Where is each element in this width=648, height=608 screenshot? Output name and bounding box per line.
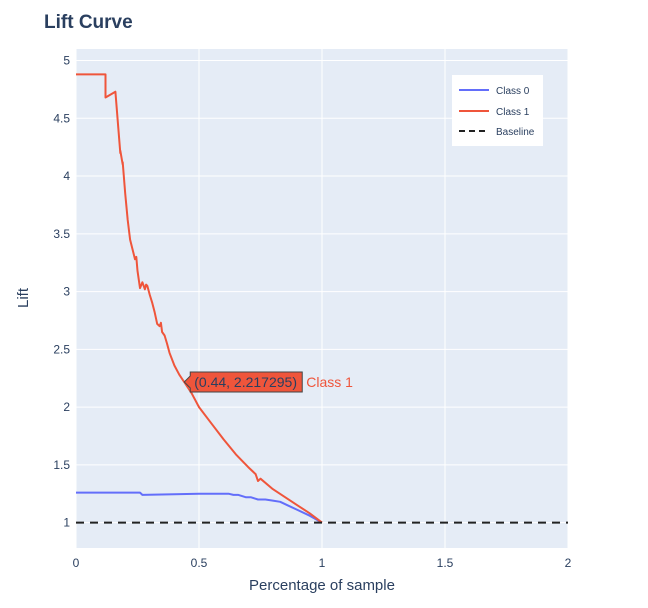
y-tick-labels: 1 1.5 2 2.5 3 3.5 4 4.5 5	[53, 54, 70, 530]
x-tick-labels: 0 0.5 1 1.5 2	[73, 556, 572, 570]
x-tick-label: 0	[73, 556, 80, 570]
chart-title: Lift Curve	[44, 12, 133, 33]
y-tick-label: 2	[63, 400, 70, 414]
series-lines	[76, 73, 568, 524]
hover-label-box	[183, 371, 303, 393]
x-tick-label: 2	[565, 556, 572, 570]
legend-label-class-1[interactable]: Class 1	[496, 107, 530, 118]
hover-tooltip: (0.44, 2.217295) Class 1	[183, 371, 353, 393]
legend-label-class-0[interactable]: Class 0	[496, 86, 530, 97]
x-tick-label: 1	[319, 556, 326, 570]
y-tick-label: 3.5	[53, 227, 70, 241]
hover-value-text: (0.44, 2.217295)	[194, 374, 297, 390]
y-tick-label: 1.5	[53, 458, 70, 472]
x-axis-title: Percentage of sample	[249, 577, 395, 594]
legend-label-baseline[interactable]: Baseline	[496, 127, 535, 138]
legend[interactable]: Class 0 Class 1 Baseline	[452, 75, 543, 146]
y-tick-label: 3	[63, 285, 70, 299]
x-tick-label: 1.5	[437, 556, 454, 570]
y-tick-label: 4.5	[53, 111, 70, 125]
y-axis-title: Lift	[15, 287, 32, 308]
y-tick-label: 1	[63, 516, 70, 530]
x-tick-label: 0.5	[191, 556, 208, 570]
series-line-class-1[interactable]	[76, 73, 323, 524]
y-tick-label: 4	[63, 169, 70, 183]
series-line-class-0[interactable]	[76, 491, 323, 524]
y-tick-label: 5	[63, 54, 70, 68]
y-tick-label: 2.5	[53, 342, 70, 356]
grid-lines	[75, 49, 569, 548]
hover-series-text: Class 1	[306, 374, 353, 390]
